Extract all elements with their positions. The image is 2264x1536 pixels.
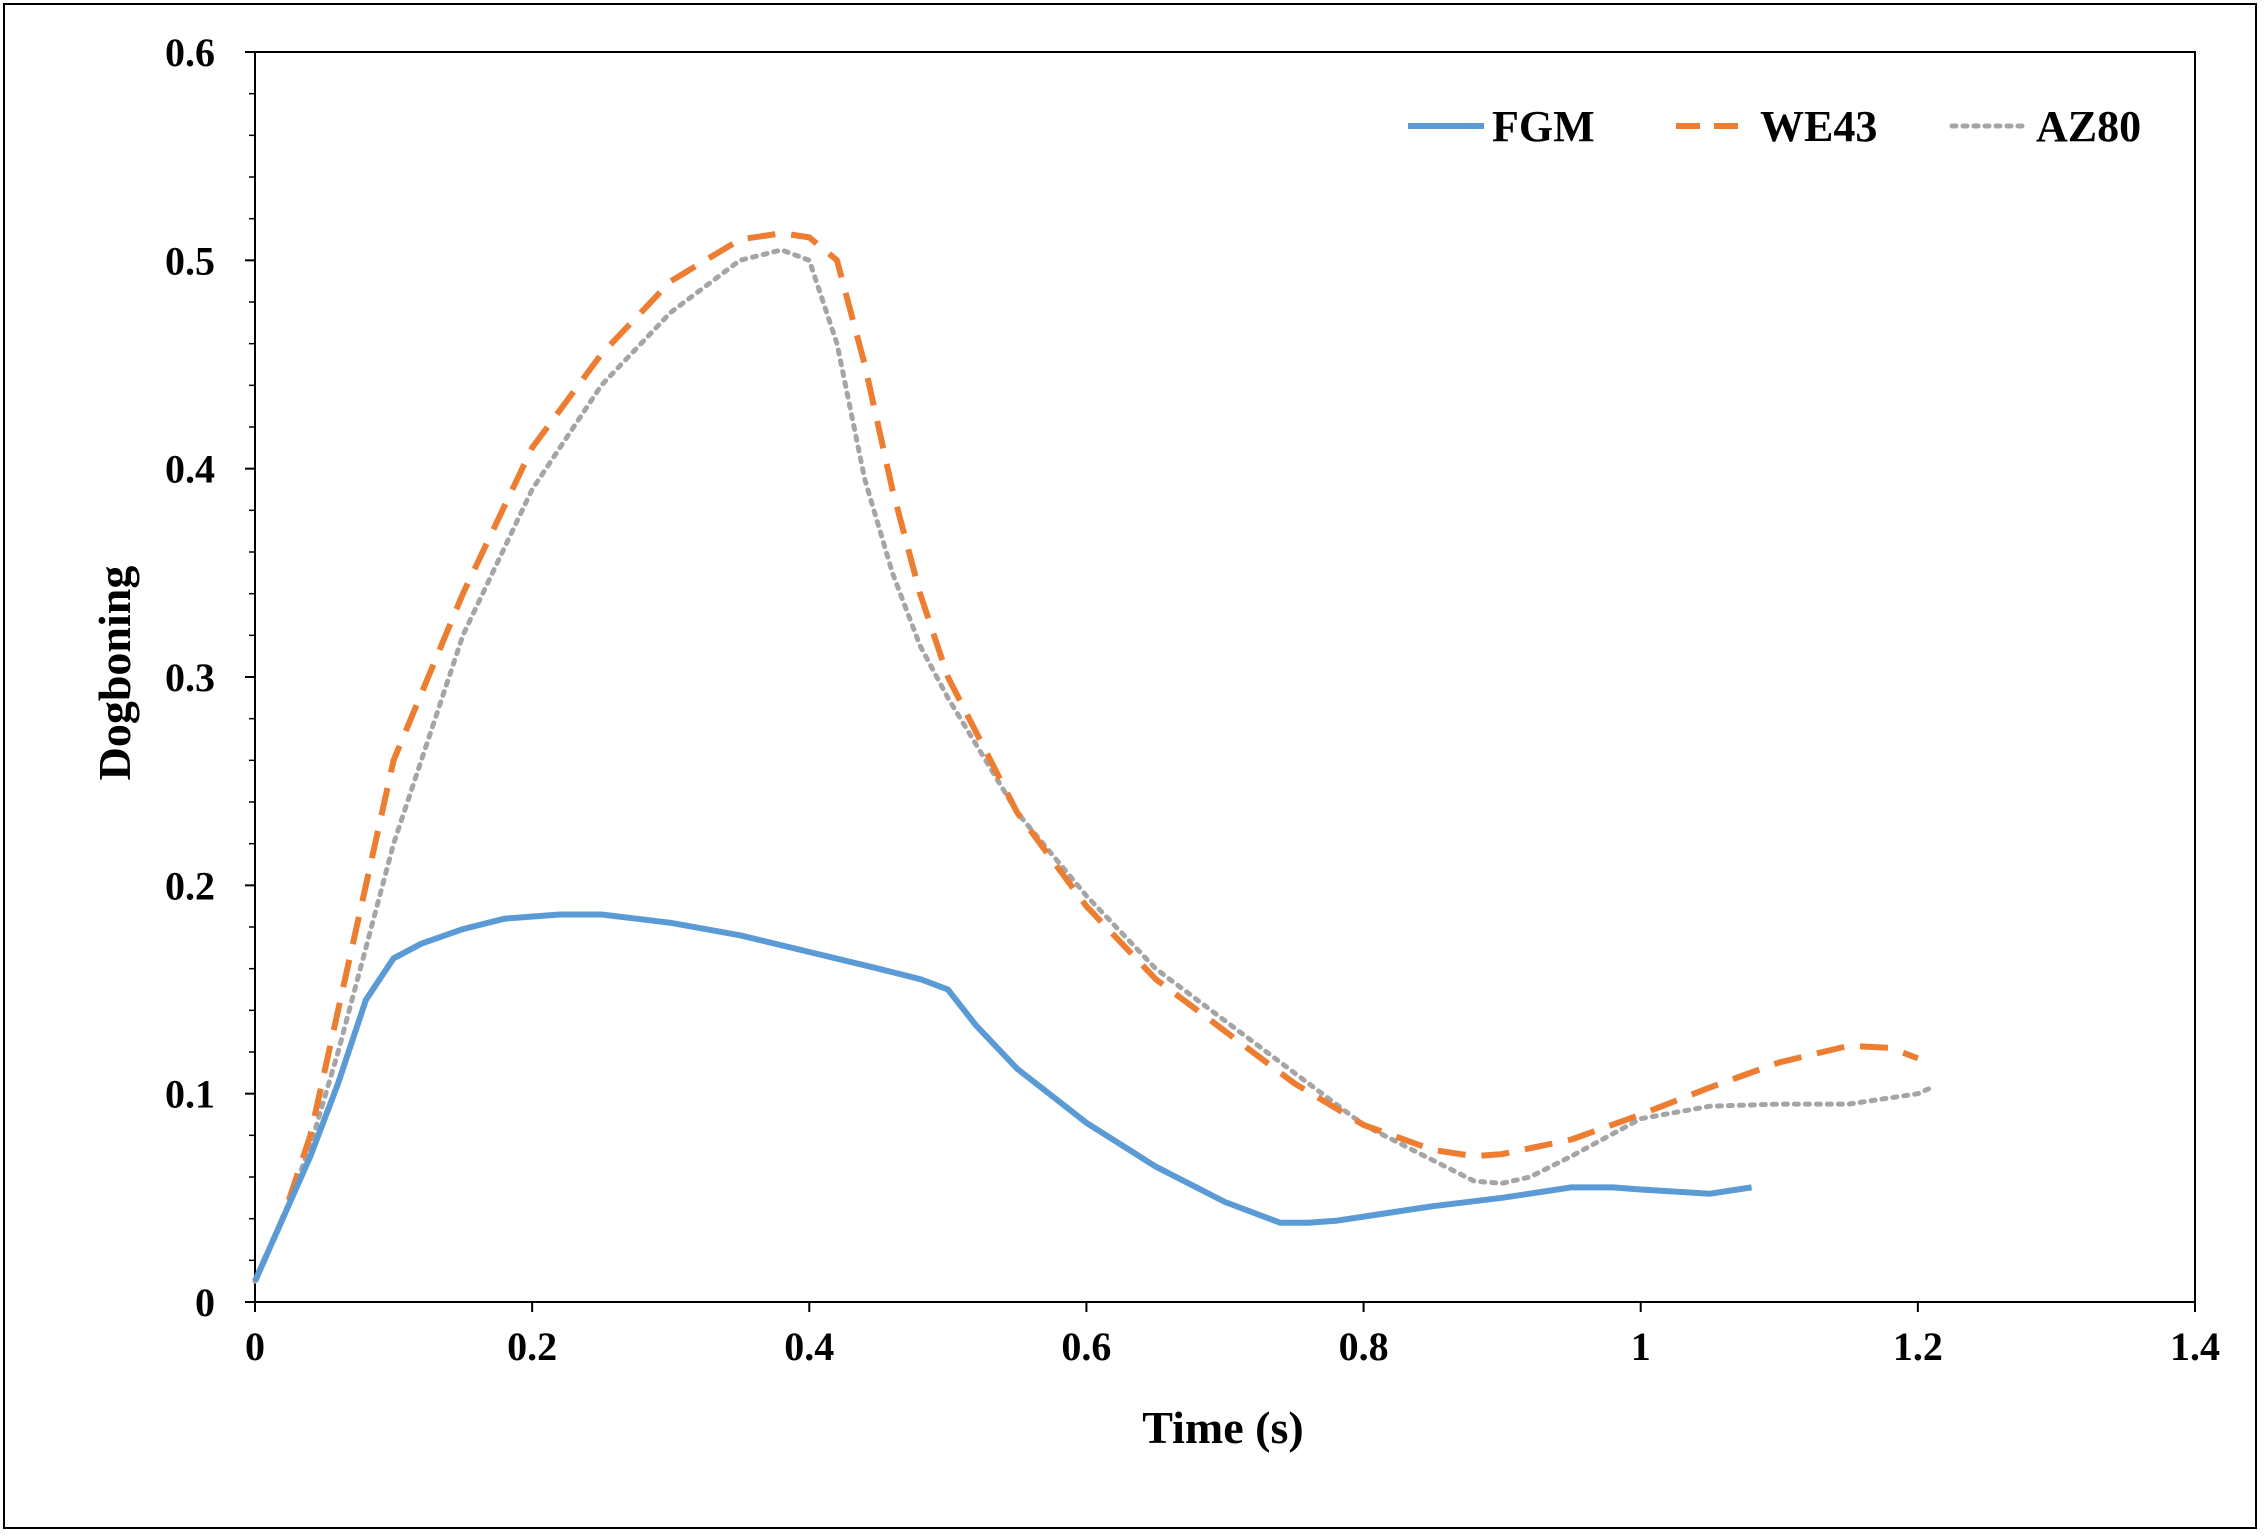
- chart-frame: [3, 3, 2257, 1529]
- x-tick-label: 1.2: [1893, 1324, 1943, 1369]
- legend-label-fgm: FGM: [1492, 102, 1595, 151]
- y-tick-label: 0.5: [165, 238, 215, 283]
- axis-ticks: 0 0.2 0.4 0.6 0.8 1 1.2 1.4 0 0.1 0.2 0.3 0.4 0.5 0.6: [165, 30, 2220, 1369]
- y-tick-label: 0.3: [165, 655, 215, 700]
- legend-label-az80: AZ80: [2036, 102, 2141, 151]
- series-line-we43: [252, 230, 1919, 1283]
- x-tick-label: 1.4: [2170, 1324, 2220, 1369]
- y-tick-label: 0.4: [165, 447, 215, 492]
- legend-label-we43: WE43: [1760, 102, 1877, 151]
- x-axis-title: Time (s): [1142, 1402, 1303, 1453]
- y-tick-label: 0.6: [165, 30, 215, 75]
- x-tick-label: 1: [1631, 1324, 1651, 1369]
- legend: FGM WE43 AZ80: [1408, 102, 2141, 151]
- y-axis-title: Dogboning: [89, 566, 140, 781]
- x-tick-label: 0: [245, 1324, 265, 1369]
- y-tick-label: 0.2: [165, 863, 215, 908]
- series-line-az80: [252, 247, 1935, 1284]
- series-line-fgm: [252, 911, 1753, 1283]
- y-tick-label: 0: [195, 1280, 215, 1325]
- x-tick-label: 0.4: [784, 1324, 834, 1369]
- y-tick-label: 0.1: [165, 1072, 215, 1117]
- x-tick-label: 0.2: [507, 1324, 557, 1369]
- plot-border: [254, 51, 2196, 1303]
- plot-area: [254, 51, 2196, 1303]
- series-layer: [252, 230, 1935, 1284]
- x-tick-label: 0.8: [1339, 1324, 1389, 1369]
- x-tick-label: 0.6: [1061, 1324, 1111, 1369]
